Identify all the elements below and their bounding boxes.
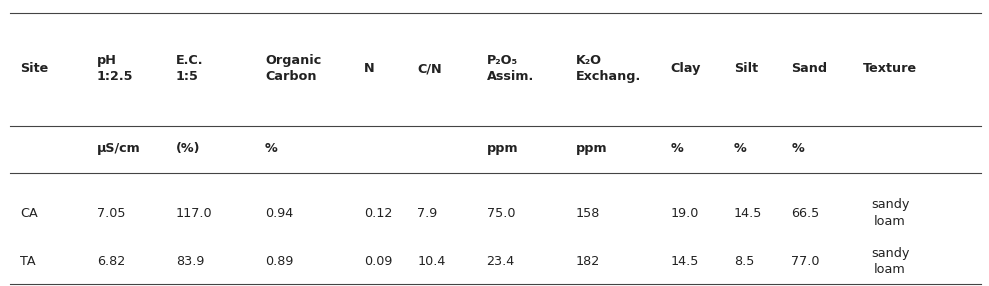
Text: %: % — [791, 142, 804, 155]
Text: 0.89: 0.89 — [265, 255, 294, 268]
Text: E.C.
1:5: E.C. 1:5 — [176, 54, 204, 84]
Text: 0.09: 0.09 — [364, 255, 393, 268]
Text: 7.9: 7.9 — [417, 206, 437, 220]
Text: 14.5: 14.5 — [734, 206, 763, 220]
Text: 0.12: 0.12 — [364, 206, 393, 220]
Text: Organic
Carbon: Organic Carbon — [265, 54, 321, 84]
Text: 7.05: 7.05 — [97, 206, 126, 220]
Text: 158: 158 — [576, 206, 600, 220]
Text: 182: 182 — [576, 255, 600, 268]
Text: 83.9: 83.9 — [176, 255, 205, 268]
Text: N: N — [364, 62, 375, 75]
Text: 19.0: 19.0 — [671, 206, 699, 220]
Text: ppm: ppm — [576, 142, 607, 155]
Text: Sand: Sand — [791, 62, 828, 75]
Text: 66.5: 66.5 — [791, 206, 820, 220]
Text: CA: CA — [20, 206, 38, 220]
Text: pH
1:2.5: pH 1:2.5 — [97, 54, 134, 84]
Text: TA: TA — [20, 255, 36, 268]
Text: %: % — [265, 142, 278, 155]
Text: 10.4: 10.4 — [417, 255, 446, 268]
Text: %: % — [671, 142, 683, 155]
Text: P₂O₅
Assim.: P₂O₅ Assim. — [487, 54, 534, 84]
Text: C/N: C/N — [417, 62, 442, 75]
Text: sandy
loam: sandy loam — [871, 247, 909, 277]
Text: 6.82: 6.82 — [97, 255, 126, 268]
Text: (%): (%) — [176, 142, 201, 155]
Text: 75.0: 75.0 — [487, 206, 515, 220]
Text: 0.94: 0.94 — [265, 206, 294, 220]
Text: Clay: Clay — [671, 62, 701, 75]
Text: 23.4: 23.4 — [487, 255, 515, 268]
Text: ppm: ppm — [487, 142, 518, 155]
Text: 77.0: 77.0 — [791, 255, 820, 268]
Text: 117.0: 117.0 — [176, 206, 213, 220]
Text: Silt: Silt — [734, 62, 758, 75]
Text: %: % — [734, 142, 747, 155]
Text: Site: Site — [20, 62, 48, 75]
Text: K₂O
Exchang.: K₂O Exchang. — [576, 54, 641, 84]
Text: sandy
loam: sandy loam — [871, 198, 909, 228]
Text: 14.5: 14.5 — [671, 255, 699, 268]
Text: 8.5: 8.5 — [734, 255, 755, 268]
Text: μS/cm: μS/cm — [97, 142, 140, 155]
Text: Texture: Texture — [863, 62, 917, 75]
